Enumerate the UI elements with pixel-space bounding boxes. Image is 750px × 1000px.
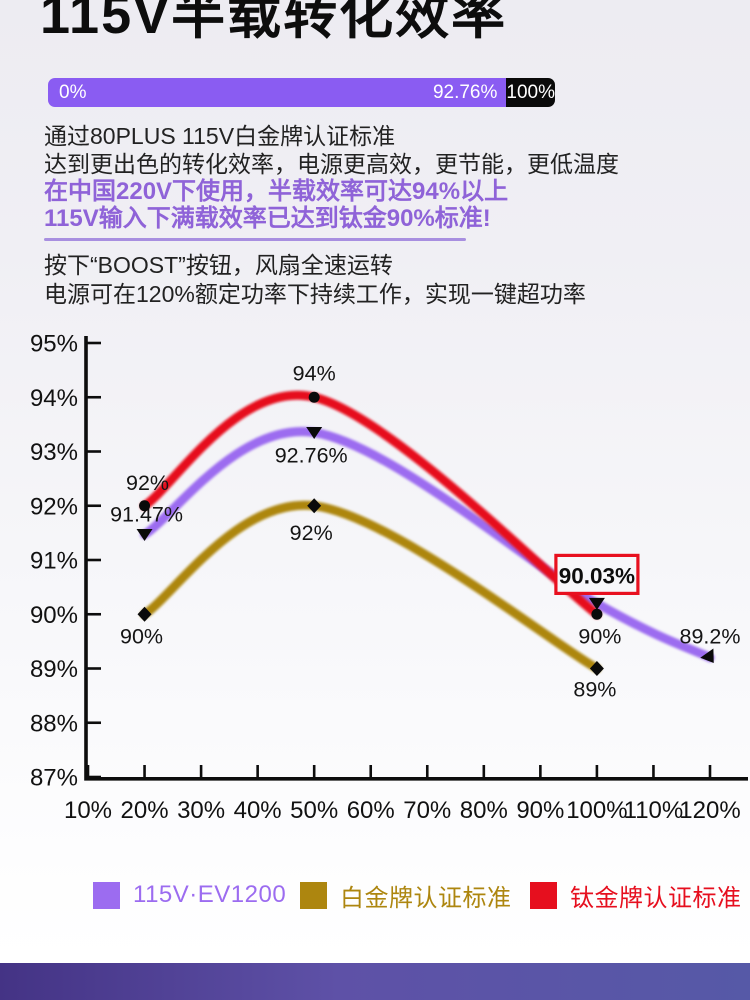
marker-diamond	[137, 606, 152, 622]
progress-end-label: 100%	[506, 81, 555, 103]
legend-swatch-115v-ev1200	[93, 881, 120, 909]
point-label: 94%	[293, 361, 336, 385]
boost-line-2: 电源可在120%额定功率下持续工作，实现一键超功率	[44, 281, 586, 307]
marker-circle	[308, 391, 320, 403]
legend-item-titanium: 钛金牌认证标准	[530, 880, 742, 912]
x-tick-label: 90%	[516, 797, 564, 824]
efficiency-chart: 95% 94% 93% 92% 91% 90% 89% 88% 87% 10% 20% 30% 40% 5…	[0, 322, 750, 842]
progress-value-label: 92.76%	[432, 81, 498, 103]
y-tick-label: 92%	[30, 493, 78, 520]
highlight-line-1: 在中国220V下使用，半载效率可达94%以上	[44, 178, 509, 205]
description-line-2: 达到更出色的转化效率，电源更高效，更节能，更低温度	[44, 151, 619, 177]
x-tick-label: 10%	[64, 797, 112, 824]
chart-svg: 95% 94% 93% 92% 91% 90% 89% 88% 87% 10% 20% 30% 40% 5…	[30, 331, 748, 824]
x-tick-label: 60%	[347, 797, 395, 824]
legend-item-platinum: 白金牌认证标准	[300, 880, 512, 912]
legend-label-titanium: 钛金牌认证标准	[570, 884, 742, 912]
x-tick-label: 40%	[234, 797, 282, 824]
series-line-2	[140, 390, 602, 619]
marker-triangle	[136, 529, 153, 542]
point-label: 90%	[120, 624, 163, 648]
bottom-accent-band	[0, 963, 750, 1000]
legend-swatch-titanium	[530, 881, 557, 909]
series-line-1	[140, 500, 602, 673]
x-tick-label: 100%	[566, 797, 627, 824]
description-block: 通过80PLUS 115V白金牌认证标准 达到更出色的转化效率，电源更高效，更节…	[44, 122, 724, 309]
y-tick-label: 95%	[30, 331, 78, 358]
y-tick-label: 91%	[30, 548, 78, 575]
divider-line	[44, 238, 466, 241]
efficiency-progress-bar: 0% 92.76% 100%	[48, 78, 555, 107]
point-label: 89%	[573, 678, 616, 702]
y-tick-label: 93%	[30, 439, 78, 466]
legend-swatch-platinum	[300, 881, 327, 909]
x-tick-label: 70%	[403, 797, 451, 824]
x-tick-label: 110%	[624, 797, 684, 824]
y-tick-label: 94%	[30, 385, 78, 412]
highlight-line-2: 115V输入下满载效率已达到钛金90%标准!	[44, 205, 491, 232]
annotation-box	[554, 553, 640, 595]
marker-diamond	[589, 661, 604, 676]
x-tick-label: 50%	[290, 797, 338, 824]
marker-triangle	[700, 648, 714, 663]
point-label: 92.76%	[275, 444, 348, 468]
marker-circle	[591, 608, 603, 620]
point-label: 90%	[578, 624, 621, 648]
y-tick-label: 89%	[30, 656, 78, 683]
x-tick-label: 80%	[460, 797, 508, 824]
marker-diamond	[307, 498, 322, 514]
y-tick-label: 87%	[30, 765, 78, 792]
point-label: 89.2%	[680, 625, 741, 649]
y-tick-label: 90%	[30, 602, 78, 629]
marker-triangle	[588, 597, 605, 610]
series-line-0	[140, 427, 715, 663]
progress-fill-segment: 0% 92.76%	[48, 78, 507, 107]
marker-circle	[139, 500, 151, 512]
legend-label-115v-ev1200: 115V·EV1200	[133, 881, 287, 908]
point-label: 92%	[126, 471, 169, 495]
chart-axes	[84, 336, 748, 781]
progress-start-label: 0%	[59, 81, 87, 103]
legend-item-115v-ev1200: 115V·EV1200	[93, 880, 286, 910]
point-label: 92%	[290, 521, 333, 545]
y-tick-label: 88%	[30, 710, 78, 737]
chart-legend: 115V·EV1200 白金牌认证标准 钛金牌认证标准	[0, 880, 750, 914]
x-tick-label: 120%	[679, 797, 740, 824]
legend-label-platinum: 白金牌认证标准	[340, 884, 512, 912]
progress-end-segment: 100%	[506, 78, 555, 107]
annotation-box-label: 90.03%	[559, 563, 635, 588]
x-tick-label: 20%	[121, 797, 169, 824]
boost-line-1: 按下“BOOST”按钮，风扇全速运转	[44, 252, 393, 278]
x-tick-label: 30%	[177, 797, 225, 824]
marker-triangle	[306, 427, 323, 440]
page-title: 115V半载转化效率	[40, 0, 508, 45]
description-line-1: 通过80PLUS 115V白金牌认证标准	[44, 123, 396, 149]
